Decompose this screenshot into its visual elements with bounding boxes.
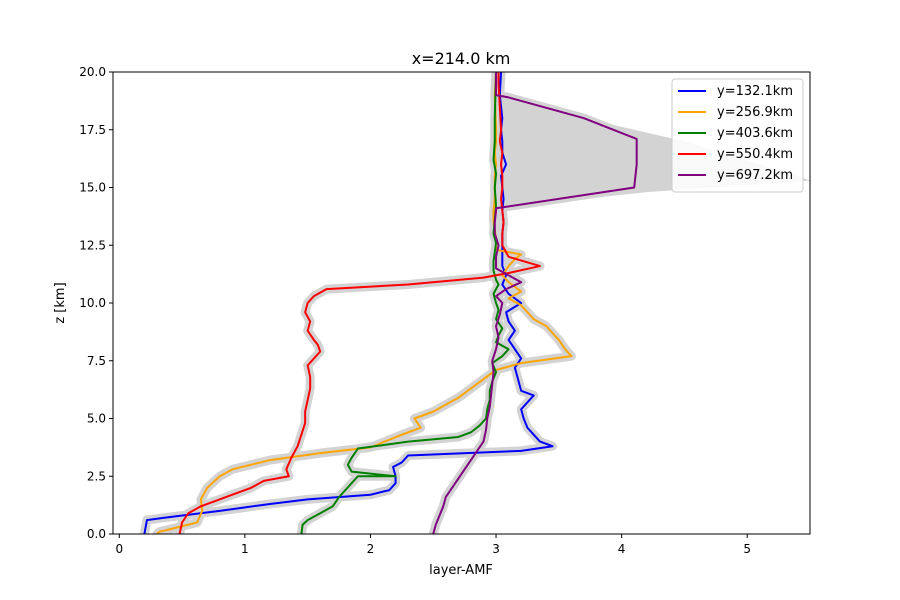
y-tick-label-7: 17.5 <box>79 123 106 137</box>
legend-label-3: y=550.4km <box>717 147 793 162</box>
x-tick-label-2: 2 <box>367 542 375 556</box>
y-axis: 0.0 2.5 5.0 7.5 10.0 12.5 15.0 17.5 20.0 <box>79 65 113 541</box>
x-axis: 0 1 2 3 4 5 <box>115 534 751 556</box>
legend: y=132.1km y=256.9km y=403.6km y=550.4km y=69… <box>671 78 804 193</box>
legend-label-4: y=697.2km <box>717 168 793 183</box>
x-tick-label-0: 0 <box>115 542 123 556</box>
y-axis-label: z [km] <box>53 282 68 323</box>
y-tick-label-1: 2.5 <box>87 469 106 483</box>
y-tick-label-8: 20.0 <box>79 65 106 79</box>
legend-box <box>671 78 804 193</box>
y-tick-label-5: 12.5 <box>79 238 106 252</box>
x-axis-label: layer-AMF <box>429 563 493 578</box>
series-line-3 <box>178 72 541 534</box>
legend-label-1: y=256.9km <box>717 105 793 120</box>
series-line-1 <box>156 72 573 534</box>
series-line-4 <box>432 72 638 534</box>
chart-title: x=214.0 km <box>412 49 511 68</box>
series-lines <box>143 72 638 534</box>
legend-label-0: y=132.1km <box>717 84 793 99</box>
y-tick-label-2: 5.0 <box>87 412 106 426</box>
x-tick-label-3: 3 <box>492 542 500 556</box>
x-tick-label-5: 5 <box>743 542 751 556</box>
legend-label-2: y=403.6km <box>717 126 793 141</box>
x-tick-label-4: 4 <box>618 542 626 556</box>
y-tick-label-6: 15.0 <box>79 181 106 195</box>
y-tick-label-0: 0.0 <box>87 527 106 541</box>
y-tick-label-4: 10.0 <box>79 296 106 310</box>
y-tick-label-3: 7.5 <box>87 354 106 368</box>
x-tick-label-1: 1 <box>241 542 249 556</box>
